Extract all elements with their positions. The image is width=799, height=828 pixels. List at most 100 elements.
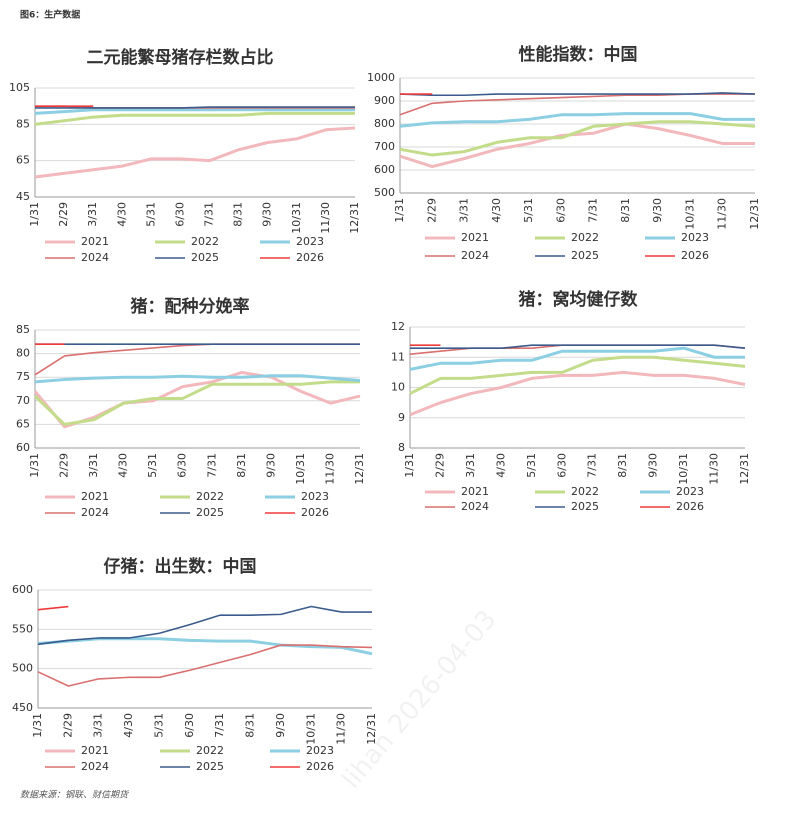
legend-label: 2022 xyxy=(196,490,224,503)
y-tick-label: 500 xyxy=(12,662,33,675)
x-tick-label: 5/31 xyxy=(144,202,157,227)
legend-label: 2024 xyxy=(461,249,489,262)
y-tick-label: 11 xyxy=(391,350,405,363)
x-tick-label: 11/30 xyxy=(708,453,721,485)
legend-label: 2026 xyxy=(296,251,324,264)
x-tick-label: 9/30 xyxy=(264,453,277,478)
x-tick-label: 3/31 xyxy=(92,713,105,738)
y-tick-label: 12 xyxy=(391,320,405,333)
y-tick-label: 75 xyxy=(16,370,30,383)
x-tick-label: 1/31 xyxy=(403,453,416,478)
series-line xyxy=(409,370,746,417)
chart-title: 性能指数：中国 xyxy=(519,44,638,65)
y-tick-label: 1000 xyxy=(367,71,395,84)
y-tick-label: 60 xyxy=(16,441,30,454)
legend-label: 2022 xyxy=(196,744,224,757)
x-tick-label: 8/31 xyxy=(244,713,257,738)
x-tick-label: 8/31 xyxy=(235,453,248,478)
x-tick-label: 5/31 xyxy=(525,453,538,478)
legend-label: 2022 xyxy=(191,235,219,248)
legend-label: 2021 xyxy=(461,485,489,498)
y-tick-label: 70 xyxy=(16,394,30,407)
x-tick-label: 12/31 xyxy=(738,453,751,485)
series-line xyxy=(399,122,755,169)
y-tick-label: 550 xyxy=(12,622,33,635)
chart-title: 二元能繁母猪存栏数占比 xyxy=(87,47,274,68)
series-line xyxy=(37,605,69,611)
legend-label: 2026 xyxy=(306,760,334,773)
legend-label: 2026 xyxy=(676,500,704,513)
header: 图6：生产数据 xyxy=(20,9,80,21)
y-tick-label: 900 xyxy=(374,94,395,107)
x-tick-label: 12/31 xyxy=(353,453,366,485)
x-tick-label: 1/31 xyxy=(28,453,41,478)
y-tick-label: 85 xyxy=(16,323,30,336)
legend-label: 2021 xyxy=(461,231,489,244)
legend-label: 2024 xyxy=(461,500,489,513)
series-line xyxy=(399,92,756,97)
x-tick-label: 4/30 xyxy=(122,713,135,738)
x-tick-label: 8/31 xyxy=(616,453,629,478)
legend-label: 2024 xyxy=(81,251,109,264)
legend-label: 2023 xyxy=(306,744,334,757)
legend-label: 2025 xyxy=(191,251,219,264)
y-tick-label: 800 xyxy=(374,117,395,130)
series-line xyxy=(34,111,355,126)
x-tick-label: 4/30 xyxy=(490,198,503,223)
x-tick-label: 2/29 xyxy=(425,198,438,223)
x-tick-label: 9/30 xyxy=(651,198,664,223)
legend-label: 2023 xyxy=(301,490,329,503)
y-tick-label: 10 xyxy=(391,381,405,394)
footer: 数据来源：钢联、财信期货 xyxy=(20,790,130,801)
x-tick-label: 10/31 xyxy=(290,202,303,234)
y-tick-label: 80 xyxy=(16,347,30,360)
watermark: lihan 2026-04-03 xyxy=(337,605,503,795)
x-tick-label: 6/30 xyxy=(176,453,189,478)
legend-label: 2026 xyxy=(301,506,329,519)
series-line xyxy=(399,120,756,157)
x-tick-label: 10/31 xyxy=(294,453,307,485)
x-tick-label: 11/30 xyxy=(716,198,729,230)
series-line xyxy=(34,126,356,179)
y-tick-label: 65 xyxy=(16,154,30,167)
x-tick-label: 9/30 xyxy=(274,713,287,738)
legend-label: 2025 xyxy=(571,500,599,513)
chart-title: 仔猪：出生数：中国 xyxy=(104,556,257,577)
x-tick-label: 5/31 xyxy=(146,453,159,478)
x-tick-label: 1/31 xyxy=(28,202,41,227)
series-line xyxy=(33,380,360,426)
x-tick-label: 8/31 xyxy=(232,202,245,227)
legend-label: 2026 xyxy=(681,249,709,262)
x-tick-label: 3/31 xyxy=(86,202,99,227)
series-line xyxy=(34,108,355,115)
x-tick-label: 7/31 xyxy=(213,713,226,738)
x-tick-label: 1/31 xyxy=(31,713,44,738)
x-tick-label: 1/31 xyxy=(393,198,406,223)
y-tick-label: 600 xyxy=(12,583,33,596)
series-line xyxy=(37,605,372,646)
x-tick-label: 7/31 xyxy=(203,202,216,227)
x-tick-label: 5/31 xyxy=(152,713,165,738)
x-tick-label: 3/31 xyxy=(464,453,477,478)
x-tick-label: 9/30 xyxy=(261,202,274,227)
y-tick-label: 450 xyxy=(12,701,33,714)
x-tick-label: 4/30 xyxy=(115,202,128,227)
y-tick-label: 65 xyxy=(16,417,30,430)
y-tick-label: 8 xyxy=(398,441,405,454)
x-tick-label: 5/31 xyxy=(522,198,535,223)
series-line xyxy=(34,343,360,376)
legend-label: 2023 xyxy=(676,485,704,498)
series-line xyxy=(409,355,746,395)
x-tick-label: 3/31 xyxy=(87,453,100,478)
x-tick-label: 7/31 xyxy=(586,453,599,478)
x-tick-label: 11/30 xyxy=(323,453,336,485)
y-tick-label: 9 xyxy=(398,411,405,424)
x-tick-label: 3/31 xyxy=(458,198,471,223)
x-tick-label: 8/31 xyxy=(619,198,632,223)
x-tick-label: 10/31 xyxy=(677,453,690,485)
x-tick-label: 6/30 xyxy=(173,202,186,227)
x-tick-label: 12/31 xyxy=(748,198,761,230)
x-tick-label: 12/31 xyxy=(348,202,361,234)
x-tick-label: 11/30 xyxy=(335,713,348,745)
series-line xyxy=(37,644,373,687)
